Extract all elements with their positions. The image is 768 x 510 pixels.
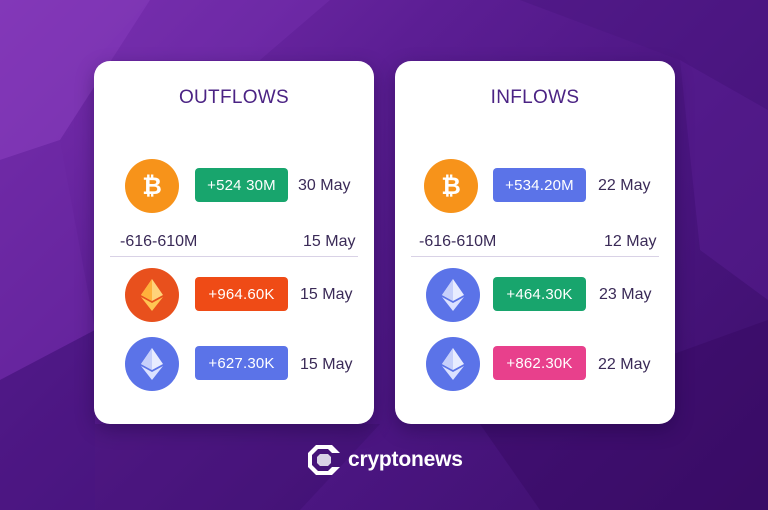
inflow-amount-badge: +464.30K	[493, 277, 586, 311]
svg-text:₿: ₿	[142, 172, 162, 200]
ethereum-icon	[426, 337, 480, 391]
outflow-date: 15 May	[303, 233, 356, 250]
ethereum-icon	[426, 268, 480, 322]
cryptonews-logo[interactable]: cryptonews	[306, 443, 463, 477]
inflow-date: 22 May	[598, 177, 651, 194]
outflows-card: OUTFLOWS ₿ +524 30M 30 May -616-610M 15 …	[94, 61, 374, 424]
bitcoin-icon: ₿	[424, 159, 478, 213]
inflows-card: INFLOWS ₿ +534.20M 22 May -616-610M 12 M…	[395, 61, 675, 424]
inflow-date: 12 May	[604, 233, 657, 250]
outflow-amount-text: -616-610M	[120, 233, 198, 250]
outflows-title: OUTFLOWS	[178, 87, 290, 108]
inflow-date: 23 May	[599, 286, 652, 303]
ethereum-icon	[125, 337, 179, 391]
inflows-title: INFLOWS	[490, 87, 580, 108]
row-divider	[110, 256, 358, 257]
bitcoin-icon: ₿	[125, 159, 179, 213]
inflow-amount-text: -616-610M	[419, 233, 497, 250]
outflow-date: 15 May	[300, 286, 353, 303]
inflow-amount-badge: +534.20M	[493, 168, 586, 202]
inflow-amount-badge: +862.30K	[493, 346, 586, 380]
outflow-amount-badge: +524 30M	[195, 168, 288, 202]
outflow-date: 30 May	[298, 177, 351, 194]
outflow-date: 15 May	[300, 356, 353, 373]
cryptonews-logo-icon	[308, 445, 340, 475]
brand-name: cryptonews	[348, 448, 463, 471]
outflow-amount-badge: +964.60K	[195, 277, 288, 311]
ethereum-icon	[125, 268, 179, 322]
inflow-date: 22 May	[598, 356, 651, 373]
svg-text:₿: ₿	[441, 172, 461, 200]
row-divider	[411, 256, 659, 257]
outflow-amount-badge: +627.30K	[195, 346, 288, 380]
